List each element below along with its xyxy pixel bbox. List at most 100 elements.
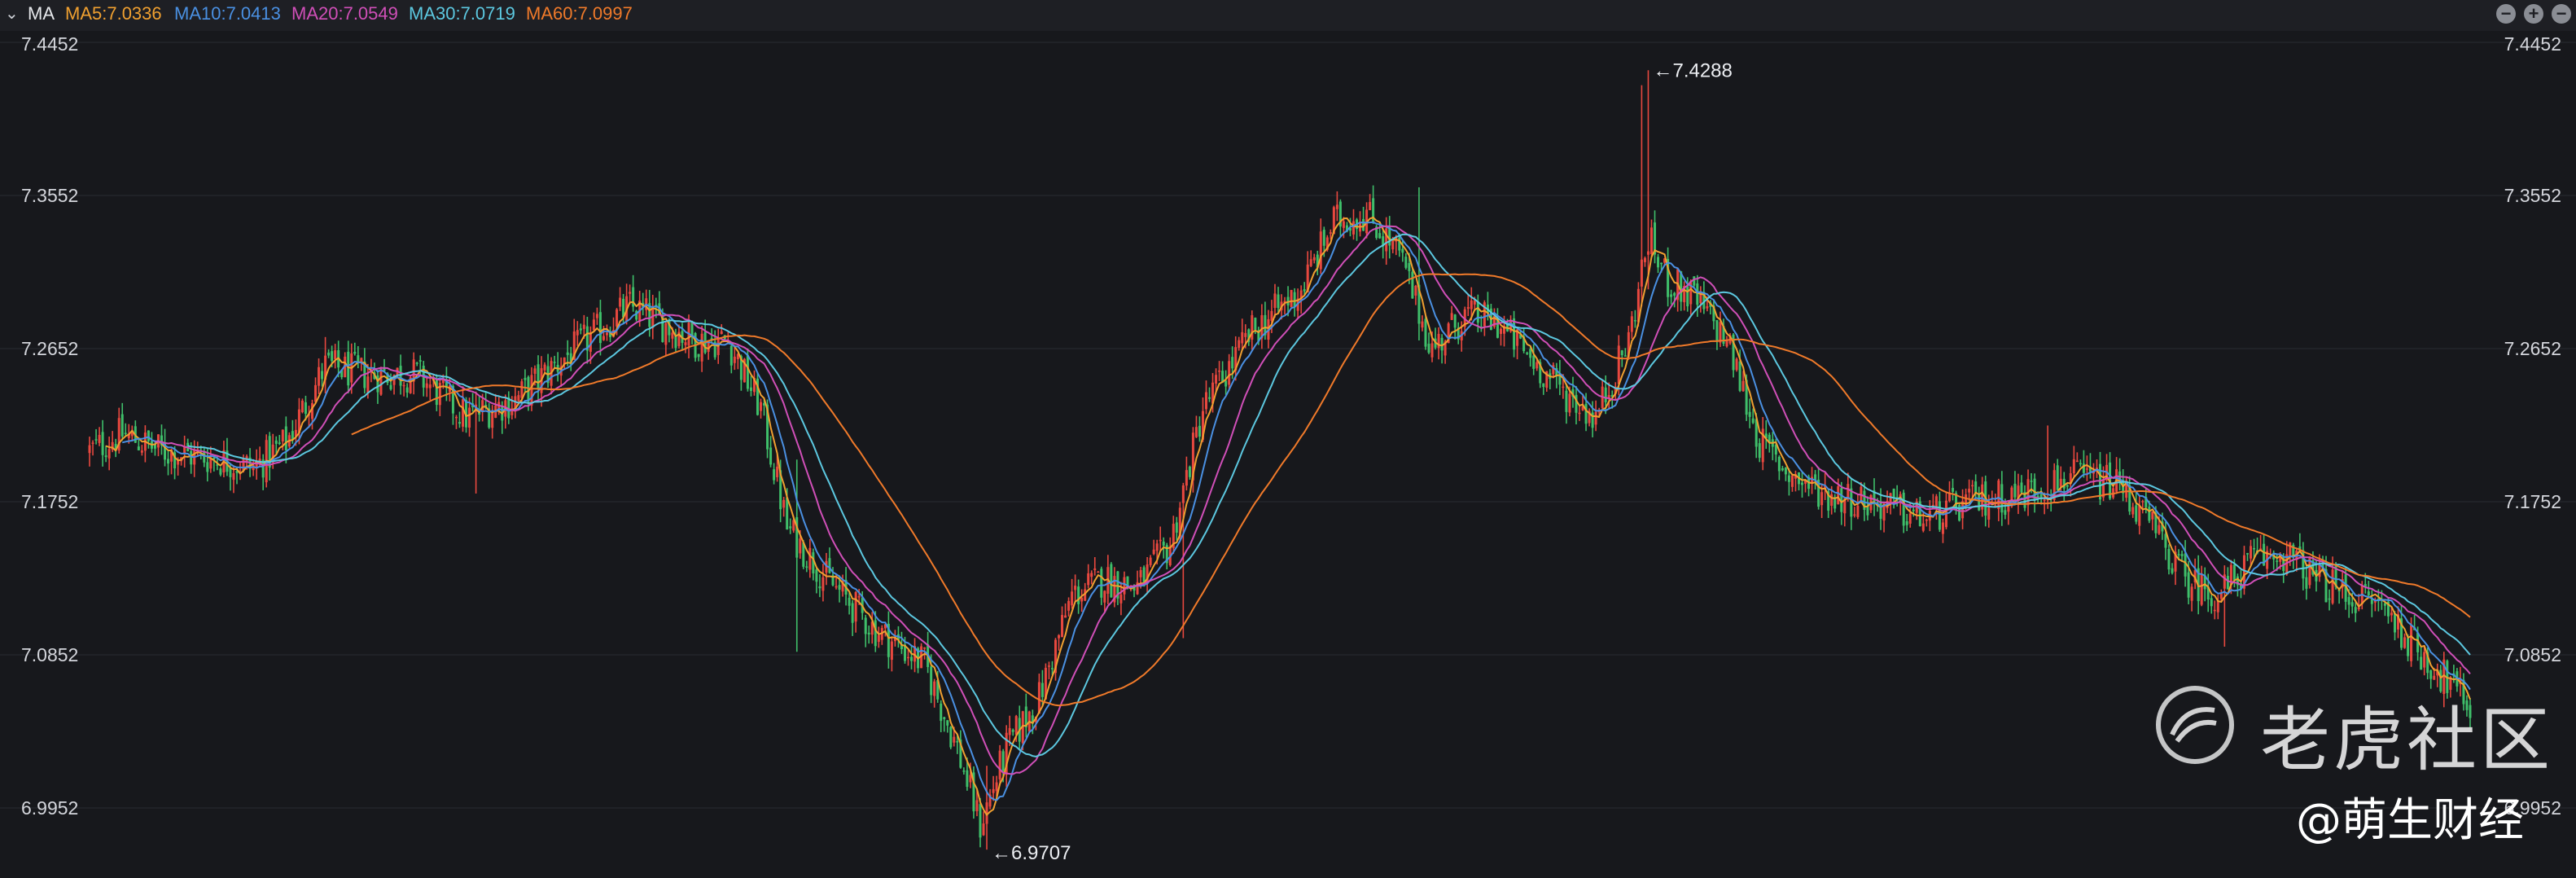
candle-body — [2000, 484, 2004, 513]
candle-body — [1784, 468, 1787, 475]
candle-body — [212, 457, 216, 460]
candle-body — [1654, 222, 1657, 255]
ma20-label: MA20:7.0549 — [291, 3, 398, 24]
candle-body — [1165, 545, 1168, 564]
candle-body — [130, 430, 134, 437]
candle-body — [959, 739, 962, 768]
candle-body — [1633, 320, 1636, 322]
candle-body — [668, 319, 671, 336]
candle-body — [344, 356, 347, 378]
candle-body — [851, 603, 854, 623]
candle-body — [1047, 665, 1050, 667]
candle-body — [969, 775, 972, 783]
minimize-button[interactable]: − — [2552, 4, 2571, 24]
candle-body — [1801, 482, 1804, 485]
y-tick-label-right: 7.2652 — [2504, 338, 2561, 359]
candle-body — [1987, 507, 1991, 520]
candle-body — [1971, 485, 1974, 487]
candle-body — [569, 353, 572, 365]
candle-body — [2383, 603, 2386, 606]
candle-body — [2171, 568, 2174, 573]
candle-body — [2131, 507, 2135, 515]
candle-body — [1790, 475, 1794, 487]
candle-body — [1208, 397, 1211, 399]
candle-body — [1283, 301, 1286, 303]
candle-body — [972, 772, 975, 812]
candle-body — [2229, 564, 2232, 586]
candle-body — [2465, 700, 2469, 710]
candle-body — [1974, 481, 1978, 494]
candle-body — [2250, 546, 2253, 559]
indicator-name[interactable]: MA — [28, 3, 55, 24]
candle-body — [1483, 302, 1486, 327]
candle-body — [1040, 683, 1044, 697]
candle-body — [592, 319, 595, 331]
candle-body — [441, 380, 445, 384]
candle-body — [2151, 511, 2154, 520]
y-tick-label-right: 7.0852 — [2504, 644, 2561, 665]
candle-body — [998, 750, 1001, 779]
candle-body — [527, 376, 530, 402]
candle-body — [1437, 333, 1440, 349]
candle-body — [1958, 504, 1961, 521]
candlestick-chart[interactable]: 7.4452 7.4452 7.3552 7.3552 7.2652 7.2652 7.17… — [0, 31, 2576, 878]
candle-body — [1411, 271, 1414, 299]
candle-body — [1492, 315, 1496, 327]
add-indicator-button[interactable]: + — [2524, 4, 2543, 24]
candle-body — [799, 538, 802, 554]
candle-body — [956, 740, 959, 743]
candle-body — [360, 358, 363, 362]
candle-body — [297, 409, 300, 433]
ma60-line — [351, 273, 2471, 707]
candle-body — [177, 460, 180, 465]
candle-body — [1322, 230, 1325, 246]
candle-body — [713, 341, 716, 358]
candle-body — [261, 459, 265, 478]
candle-body — [1640, 259, 1643, 287]
candle-body — [1335, 204, 1338, 209]
candle-body — [2085, 468, 2088, 470]
candle-body — [327, 352, 331, 356]
candle-body — [468, 407, 471, 428]
candle-body — [1591, 412, 1594, 428]
candle-body — [2305, 577, 2308, 589]
candle-body — [1391, 240, 1395, 250]
candle-body — [1526, 352, 1529, 354]
candle-body — [1014, 716, 1018, 735]
candle-body — [1768, 434, 1771, 443]
candle-body — [2010, 487, 2013, 507]
candle-body — [1558, 373, 1562, 385]
candle-body — [514, 396, 517, 412]
candle-body — [1811, 476, 1814, 484]
candle-body — [1375, 226, 1378, 239]
candle-body — [2289, 542, 2292, 556]
candle-body — [2193, 570, 2197, 582]
candle-body — [2442, 659, 2446, 695]
y-tick-label-left: 7.2652 — [21, 338, 78, 359]
candle-body — [1804, 480, 1807, 484]
remove-indicator-button[interactable]: − — [2496, 4, 2516, 24]
candle-body — [520, 381, 524, 398]
candle-body — [203, 451, 206, 463]
candle-body — [1251, 315, 1254, 340]
candle-body — [255, 462, 258, 468]
candle-body — [821, 577, 825, 591]
candle-body — [1745, 380, 1748, 415]
candle-body — [438, 383, 441, 406]
candle-body — [1646, 251, 1649, 255]
candle-body — [1188, 466, 1191, 477]
candle-body — [940, 703, 943, 722]
candle-body — [1748, 411, 1751, 417]
candle-body — [1934, 496, 1938, 509]
collapse-chevron-icon[interactable]: ⌄ — [5, 5, 19, 23]
candle-body — [88, 445, 91, 454]
candle-body — [1879, 501, 1882, 519]
candle-body — [2429, 670, 2433, 679]
candle-body — [2364, 584, 2367, 587]
candle-body — [2167, 549, 2171, 570]
candle-body — [2059, 478, 2062, 487]
candle-body — [1398, 237, 1401, 251]
candle-body — [1479, 326, 1483, 328]
candle-body — [1205, 392, 1208, 410]
candle-body — [1623, 355, 1627, 357]
